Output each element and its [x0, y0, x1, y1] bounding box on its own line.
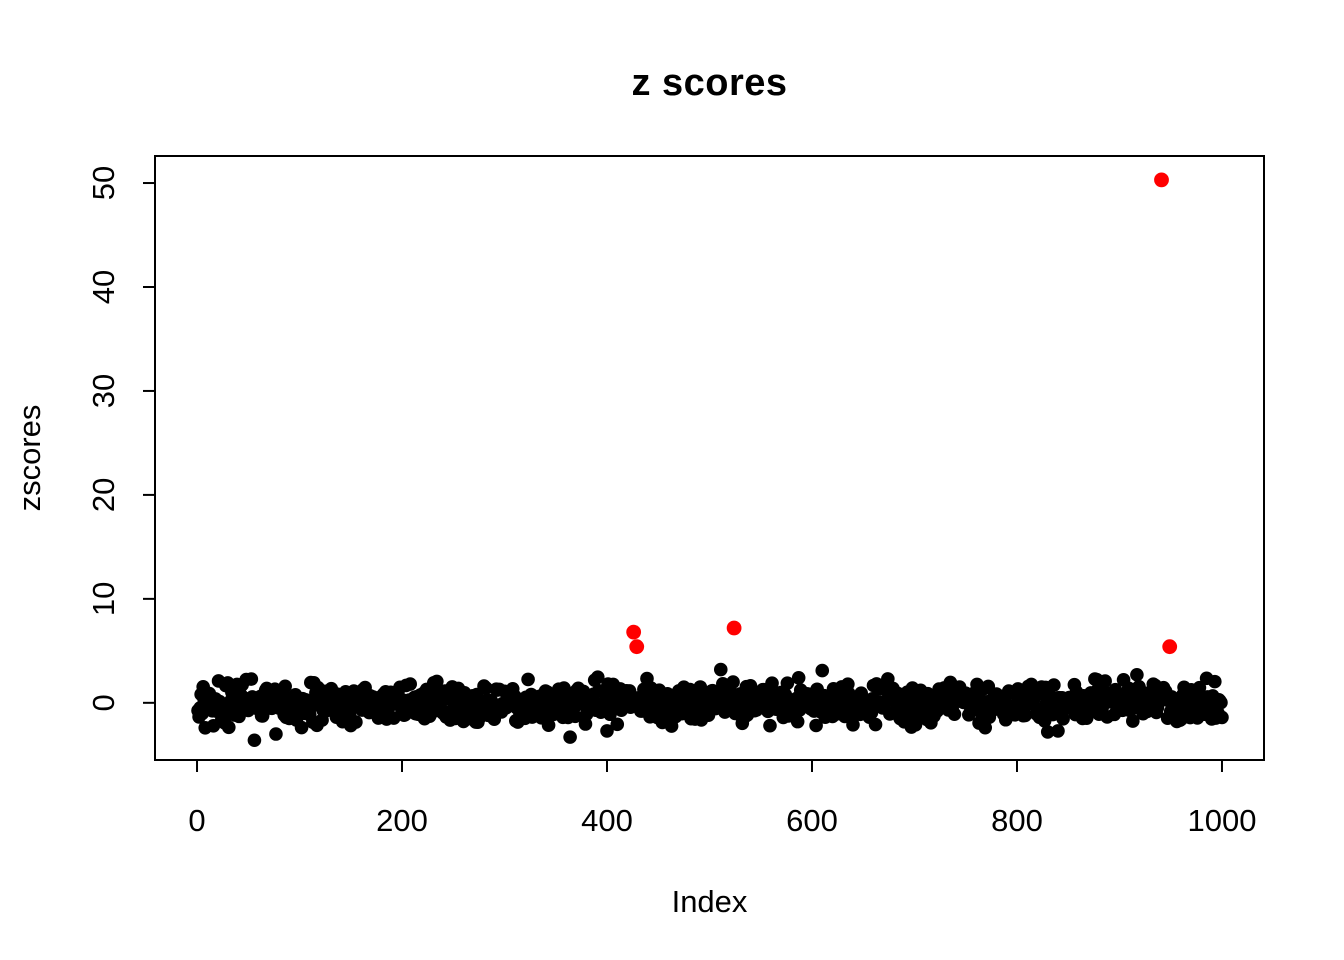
- data-point: [568, 709, 583, 724]
- data-point-extreme: [713, 662, 728, 677]
- data-point: [765, 676, 779, 691]
- data-point-extreme: [269, 727, 283, 741]
- data-point: [1018, 708, 1032, 723]
- data-point: [590, 670, 605, 684]
- plot-box: [154, 155, 1265, 761]
- data-point-extreme: [815, 663, 830, 678]
- data-point: [809, 718, 823, 733]
- data-point-extreme: [600, 724, 614, 738]
- y-tick-label: 0: [86, 694, 121, 711]
- y-tick-label: 20: [86, 478, 121, 512]
- data-point: [1126, 714, 1140, 728]
- x-tick-label: 200: [376, 803, 428, 838]
- data-point: [387, 711, 401, 725]
- data-point: [726, 675, 740, 689]
- outlier-point: [629, 639, 645, 655]
- data-point-extreme: [1040, 725, 1055, 739]
- x-tick-label: 600: [786, 803, 838, 838]
- x-tick-label: 0: [188, 803, 205, 838]
- x-tick-label: 800: [991, 803, 1043, 838]
- data-point: [908, 718, 923, 732]
- data-point: [790, 714, 805, 729]
- data-point: [403, 677, 418, 691]
- data-point: [1047, 678, 1061, 692]
- x-tick-label: 400: [581, 803, 633, 838]
- y-tick-label: 10: [86, 582, 121, 616]
- data-point-extreme: [563, 730, 577, 744]
- data-point: [244, 672, 259, 686]
- data-point-extreme: [1051, 724, 1065, 738]
- data-point-extreme: [881, 672, 895, 686]
- data-point: [278, 679, 292, 694]
- y-tick-label: 30: [86, 374, 121, 408]
- data-point-extreme: [198, 720, 213, 735]
- data-point: [349, 715, 363, 729]
- data-point: [479, 681, 493, 695]
- data-point: [294, 720, 309, 735]
- outlier-point: [726, 620, 742, 636]
- data-point: [780, 676, 795, 690]
- data-point-extreme: [247, 733, 262, 748]
- x-axis-label: Index: [671, 884, 748, 919]
- data-point-extreme: [1130, 667, 1144, 682]
- data-point: [430, 674, 444, 689]
- outlier-point: [1154, 172, 1169, 188]
- data-point: [1056, 712, 1070, 726]
- data-point: [521, 672, 535, 687]
- data-point: [1098, 674, 1112, 688]
- y-tick-label: 40: [86, 270, 121, 304]
- data-point: [1214, 695, 1228, 710]
- data-point: [221, 720, 236, 735]
- x-tick-label: 1000: [1187, 803, 1256, 838]
- data-point: [610, 717, 625, 732]
- data-point: [947, 707, 962, 721]
- y-tick-label: 50: [86, 166, 121, 200]
- data-point: [978, 720, 993, 735]
- data-point: [763, 718, 777, 733]
- data-point: [1215, 710, 1229, 725]
- data-point: [541, 718, 556, 733]
- chart-title: z scores: [631, 62, 788, 104]
- data-point: [791, 671, 806, 685]
- outlier-point: [626, 624, 642, 640]
- data-point: [1208, 674, 1222, 689]
- outlier-point: [1162, 639, 1178, 655]
- data-point: [846, 717, 860, 732]
- data-point: [868, 717, 883, 732]
